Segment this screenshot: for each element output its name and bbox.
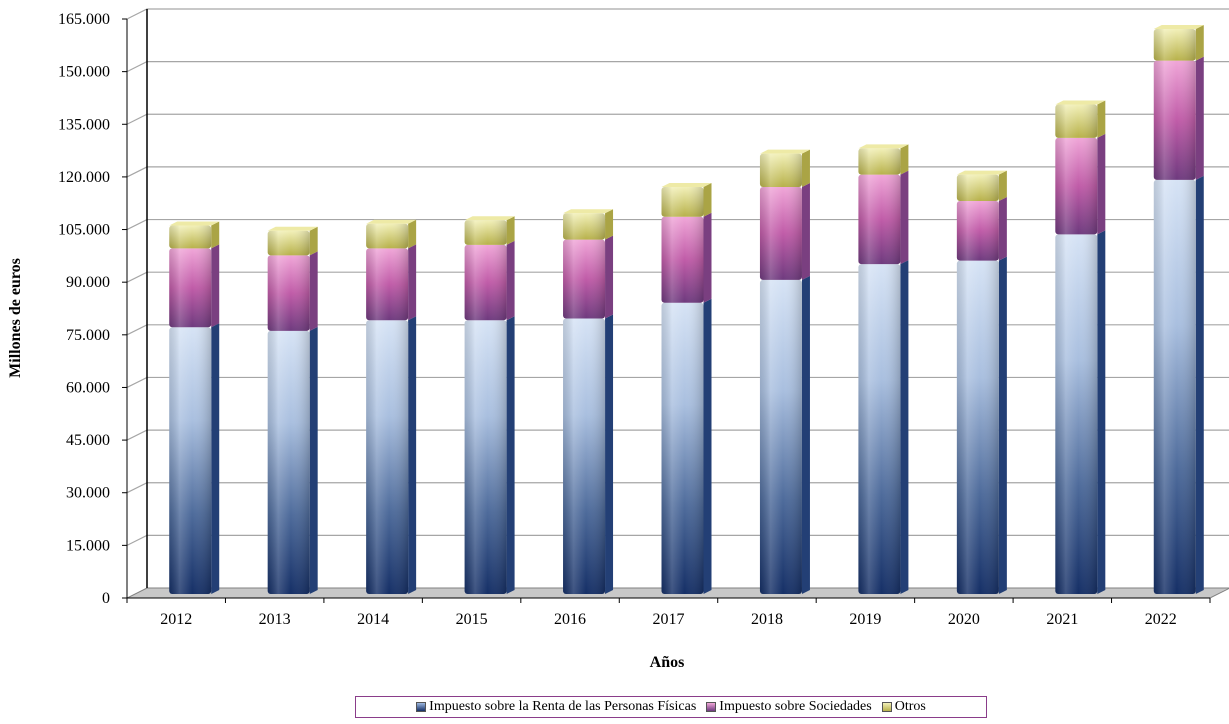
x-tick-label: 2019 (849, 611, 881, 628)
y-tick-label: 75.000 (66, 327, 110, 344)
bar-2015-series-2 (464, 216, 515, 245)
y-tick-label: 30.000 (66, 485, 110, 502)
x-tick-label: 2016 (554, 611, 586, 628)
bar-2016-series-0 (563, 314, 614, 594)
gridline (126, 8, 1229, 20)
y-tick-label: 45.000 (66, 432, 110, 449)
x-tick-label: 2013 (259, 611, 291, 628)
bar-2013-series-1 (267, 251, 318, 331)
bar-2019-series-0 (858, 260, 909, 594)
x-tick-label: 2014 (357, 611, 389, 628)
bar-2018-series-2 (759, 149, 810, 187)
bar-2014-series-2 (366, 219, 417, 249)
bar-2020-series-2 (956, 170, 1007, 201)
bar-2012-series-0 (169, 323, 220, 594)
x-tick-label: 2021 (1046, 611, 1078, 628)
legend-swatch-irpf (416, 702, 427, 712)
legend: Impuesto sobre la Renta de las Personas … (355, 696, 987, 718)
bar-2020-series-0 (956, 256, 1007, 594)
bar-2013-series-0 (267, 326, 318, 594)
legend-label-irpf: Impuesto sobre la Renta de las Personas … (429, 699, 697, 714)
legend-item-otros: Otros (881, 699, 926, 715)
bar-2012-series-1 (169, 244, 220, 328)
x-tick-label: 2015 (456, 611, 488, 628)
y-tick-label: 105.000 (58, 222, 110, 239)
bar-2019-series-2 (858, 144, 909, 175)
bar-2022-series-0 (1153, 175, 1204, 594)
bar-2021-series-2 (1055, 100, 1106, 138)
x-tick-labels: 2012 2013 2014 2015 2016 2017 2018 2019 2020 2021… (160, 611, 1177, 628)
legend-label-otros: Otros (894, 699, 926, 714)
legend-swatch-otros (881, 702, 892, 712)
legend-label-sociedades: Impuesto sobre Sociedades (719, 699, 872, 714)
bar-2015-series-1 (464, 240, 515, 321)
bar-2022-series-2 (1153, 25, 1204, 61)
legend-item-sociedades: Impuesto sobre Sociedades (706, 699, 872, 715)
y-tick-label: 90.000 (66, 274, 110, 291)
bar-2017-series-1 (661, 212, 712, 303)
x-tick-label: 2022 (1145, 611, 1177, 628)
x-tick-label: 2017 (653, 611, 685, 628)
y-axis-title: Millones de euros (7, 258, 24, 378)
legend-swatch-sociedades (706, 702, 717, 712)
axes (122, 9, 1211, 603)
bar-2012-series-2 (169, 221, 220, 249)
x-tick-label: 2018 (751, 611, 783, 628)
y-tick-label: 120.000 (58, 169, 110, 186)
bar-2017-series-0 (661, 298, 712, 594)
y-tick-label: 150.000 (58, 64, 110, 81)
bar-2021-series-1 (1055, 133, 1106, 235)
x-axis-title: Años (650, 654, 685, 671)
bar-chart: 0 15.000 30.000 45.000 60.000 75.000 90.000 105… (7, 8, 1229, 671)
bar-2016-series-1 (563, 235, 614, 319)
bar-2015-series-0 (464, 316, 515, 594)
x-tick-label: 2012 (160, 611, 192, 628)
bar-2018-series-0 (759, 275, 810, 594)
bar-2018-series-1 (759, 182, 810, 280)
bar-2014-series-0 (366, 316, 417, 594)
y-tick-labels: 0 15.000 30.000 45.000 60.000 75.000 90.000 105… (58, 11, 110, 607)
x-tick-label: 2020 (948, 611, 980, 628)
bar-2017-series-2 (661, 182, 712, 217)
legend-item-irpf: Impuesto sobre la Renta de las Personas … (416, 699, 696, 715)
bar-2019-series-1 (858, 170, 909, 265)
y-tick-label: 15.000 (66, 537, 110, 554)
bar-2020-series-1 (956, 196, 1007, 261)
y-tick-label: 60.000 (66, 379, 110, 396)
bar-2014-series-1 (366, 244, 417, 321)
bar-2022-series-1 (1153, 56, 1204, 180)
y-tick-label: 135.000 (58, 116, 110, 133)
gridline (126, 61, 1229, 73)
bars (169, 25, 1204, 594)
y-tick-label: 0 (102, 590, 110, 607)
bar-2016-series-2 (563, 209, 614, 240)
bar-2013-series-2 (267, 226, 318, 256)
y-tick-label: 165.000 (58, 11, 110, 28)
bar-2021-series-0 (1055, 230, 1106, 594)
